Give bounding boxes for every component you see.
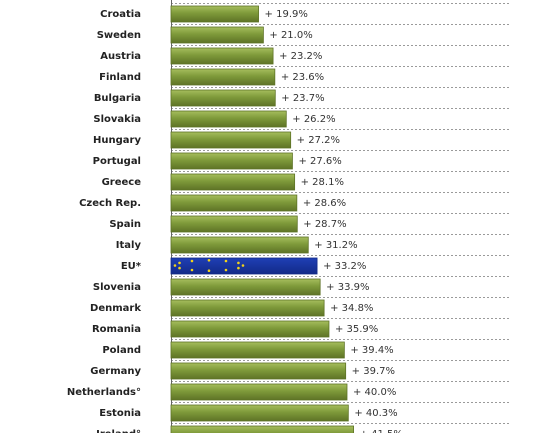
category-label: Portugal <box>93 156 141 167</box>
value-label: + 23.7% <box>281 93 324 104</box>
category-label: Germany <box>90 366 141 377</box>
category-label: Slovakia <box>93 114 141 125</box>
value-label: + 33.2% <box>323 261 366 272</box>
bar <box>170 320 330 338</box>
bar <box>170 215 298 233</box>
eu-star <box>173 264 177 267</box>
value-label: + 41.5% <box>360 429 403 433</box>
bar <box>170 173 296 191</box>
category-labels: Croatia Sweden Austria Finland Bulgaria Slova… <box>67 9 142 433</box>
category-label: Greece <box>102 177 142 188</box>
category-label: Netherlands° <box>67 387 141 398</box>
value-label: + 28.7% <box>303 219 346 230</box>
category-label: Sweden <box>97 30 141 41</box>
bar <box>170 194 298 212</box>
bar <box>170 425 355 433</box>
category-label: Romania <box>92 324 141 335</box>
category-label: Hungary <box>93 135 141 146</box>
value-label: + 40.3% <box>354 408 397 419</box>
value-label: + 39.7% <box>352 366 395 377</box>
eu-star <box>178 266 181 270</box>
eu-star <box>190 268 194 272</box>
bar <box>170 341 345 359</box>
category-label: Italy <box>116 240 142 251</box>
category-label: Finland <box>99 72 141 83</box>
value-label: + 27.2% <box>297 135 340 146</box>
eu-star <box>207 259 211 262</box>
category-label: Austria <box>100 51 141 62</box>
value-label: + 35.9% <box>335 324 378 335</box>
eu-star <box>224 259 228 263</box>
category-label: Ireland° <box>96 429 141 433</box>
bar <box>170 404 349 422</box>
value-label: + 28.1% <box>301 177 344 188</box>
bar <box>170 236 309 254</box>
value-label: + 33.9% <box>326 282 369 293</box>
category-label: Czech Rep. <box>79 198 141 209</box>
value-label: + 19.9% <box>265 9 308 20</box>
category-label: EU* <box>121 261 142 272</box>
value-label: + 34.8% <box>330 303 373 314</box>
bar <box>170 362 347 380</box>
bar <box>170 278 321 296</box>
eu-star <box>178 261 181 265</box>
category-label: Poland <box>102 345 141 356</box>
category-label: Croatia <box>100 9 141 20</box>
value-label: + 40.0% <box>353 387 396 398</box>
bar <box>170 110 287 128</box>
value-label: + 28.6% <box>303 198 346 209</box>
value-label: + 23.2% <box>279 51 322 62</box>
bar <box>170 299 325 317</box>
bars <box>170 5 355 433</box>
value-label: + 26.2% <box>292 114 335 125</box>
bar <box>170 152 293 170</box>
category-label: Estonia <box>99 408 141 419</box>
eu-star <box>190 259 194 263</box>
bar <box>170 5 259 23</box>
eu-star <box>207 269 211 273</box>
value-label: + 31.2% <box>314 240 357 251</box>
eu-star <box>224 268 228 272</box>
eu-star <box>241 264 245 267</box>
value-labels: + 19.9% + 21.0% + 23.2% + 23.6% + 23.7% + 26.… <box>265 9 403 433</box>
eu-star <box>237 266 240 270</box>
bar <box>170 47 274 65</box>
bar <box>170 131 292 149</box>
bar <box>170 89 276 107</box>
category-label: Slovenia <box>93 282 141 293</box>
bar <box>170 26 264 44</box>
eu-star <box>237 261 240 265</box>
value-label: + 21.0% <box>269 30 312 41</box>
bar <box>170 383 348 401</box>
category-label: Bulgaria <box>94 93 141 104</box>
value-label: + 27.6% <box>298 156 341 167</box>
grid-lines <box>171 3 510 424</box>
value-label: + 39.4% <box>350 345 393 356</box>
category-label: Denmark <box>90 303 141 314</box>
value-label: + 23.6% <box>281 72 324 83</box>
category-label: Spain <box>109 219 141 230</box>
bar <box>170 68 276 86</box>
